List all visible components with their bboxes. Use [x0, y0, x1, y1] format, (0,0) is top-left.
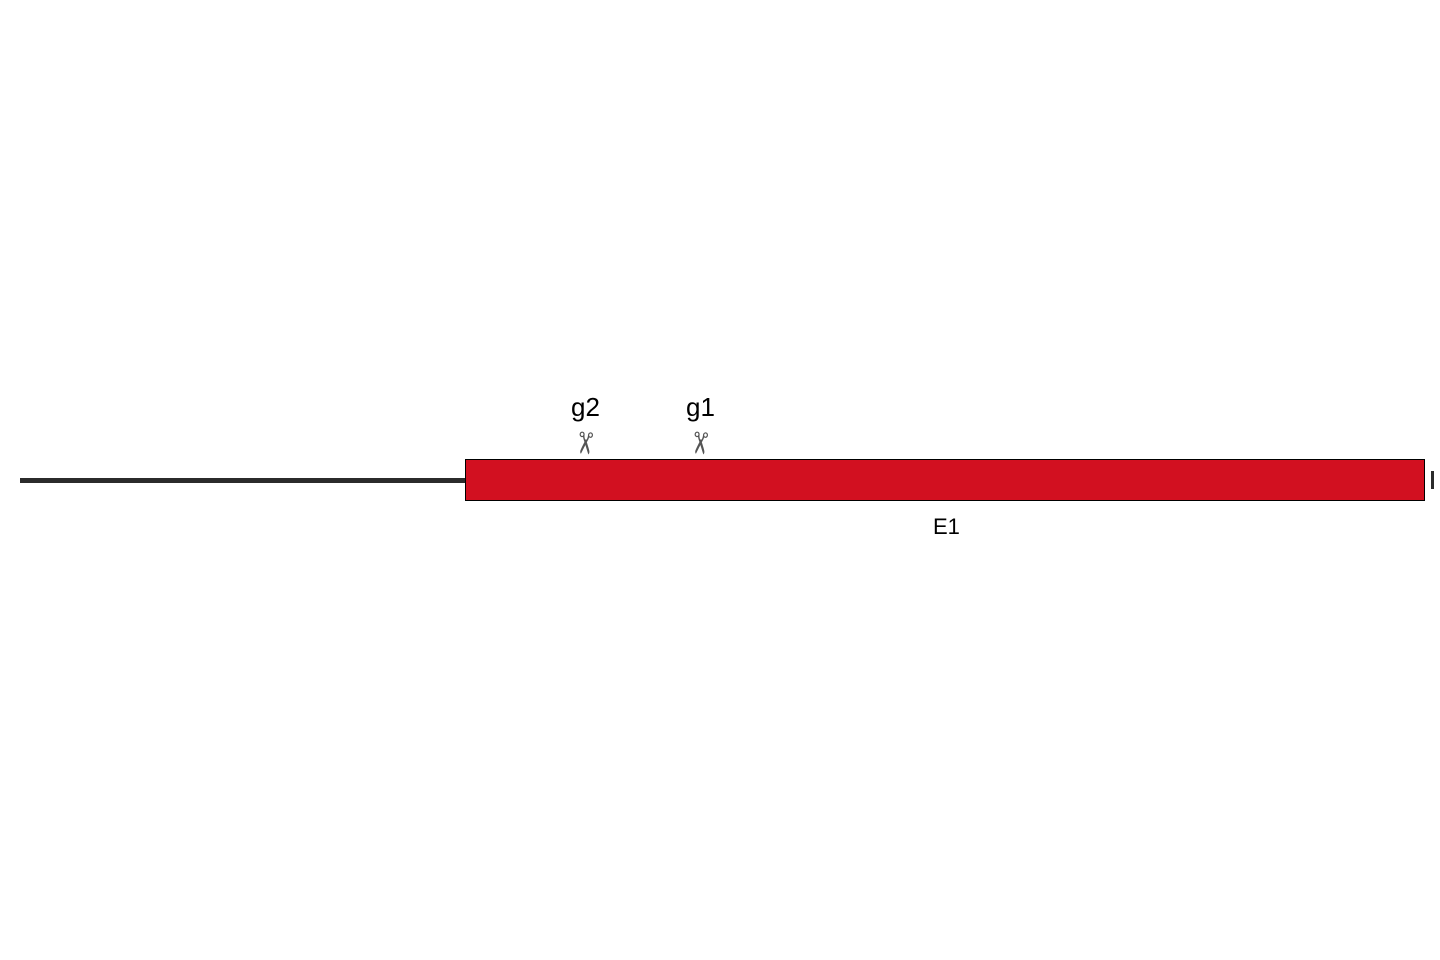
- scissors-icon: ✂: [683, 429, 715, 457]
- right-tick: [1431, 471, 1434, 489]
- exon-label: E1: [933, 514, 960, 540]
- exon-e1: [465, 459, 1425, 501]
- gene-diagram: E1 g2 ✂ g1 ✂: [0, 0, 1440, 960]
- scissors-icon: ✂: [568, 429, 600, 457]
- cut-site-label-g2: g2: [571, 392, 600, 423]
- gene-line: [20, 478, 465, 483]
- cut-site-label-g1: g1: [686, 392, 715, 423]
